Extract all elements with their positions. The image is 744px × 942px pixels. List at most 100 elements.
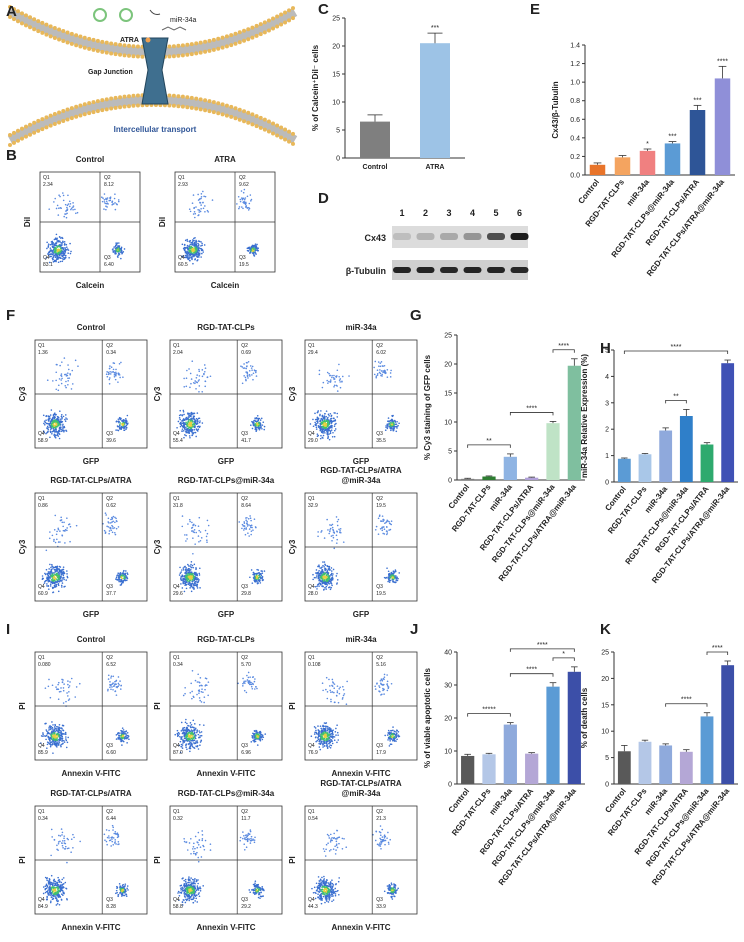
event-dot bbox=[60, 242, 63, 244]
event-dot bbox=[47, 430, 49, 433]
event-dot bbox=[336, 412, 339, 415]
event-dot bbox=[40, 735, 43, 737]
event-dot bbox=[343, 693, 346, 695]
mirna-strand bbox=[161, 26, 187, 31]
quadrant-percent: 2.34 bbox=[43, 182, 53, 188]
event-dot bbox=[198, 516, 201, 519]
event-dot bbox=[66, 741, 69, 744]
event-dot bbox=[47, 415, 50, 417]
event-dot bbox=[204, 205, 206, 207]
quadrant-percent: 6.02 bbox=[376, 350, 386, 356]
event-dot bbox=[314, 424, 317, 427]
event-dot bbox=[318, 369, 321, 372]
event-dot bbox=[200, 195, 203, 198]
event-dot bbox=[114, 202, 116, 204]
event-dot bbox=[123, 421, 126, 424]
event-dot bbox=[186, 734, 188, 737]
event-dot bbox=[196, 693, 198, 696]
quadrant-percent: 5.16 bbox=[376, 662, 386, 668]
event-dot bbox=[321, 730, 324, 732]
event-dot bbox=[72, 205, 75, 207]
event-dot bbox=[198, 370, 201, 373]
event-dot bbox=[57, 258, 59, 261]
event-dot bbox=[260, 736, 262, 738]
event-dot bbox=[50, 409, 53, 411]
event-dot bbox=[120, 248, 122, 250]
event-dot bbox=[314, 412, 316, 415]
event-dot bbox=[53, 726, 56, 728]
event-dot bbox=[398, 422, 400, 425]
event-dot bbox=[320, 731, 322, 734]
event-dot bbox=[328, 586, 331, 588]
event-dot bbox=[391, 422, 393, 424]
event-dot bbox=[61, 257, 63, 260]
event-dot bbox=[177, 420, 180, 423]
event-dot bbox=[379, 365, 382, 368]
event-dot bbox=[331, 732, 334, 734]
event-dot bbox=[383, 364, 386, 367]
event-dot bbox=[204, 385, 207, 388]
event-dot bbox=[241, 527, 243, 530]
event-dot bbox=[184, 582, 186, 585]
event-dot bbox=[49, 431, 52, 434]
event-dot bbox=[68, 200, 71, 203]
event-dot bbox=[181, 255, 184, 258]
event-dot bbox=[52, 380, 54, 382]
event-dot bbox=[110, 529, 113, 532]
event-dot bbox=[190, 729, 193, 731]
quadrant-percent: 8.12 bbox=[104, 182, 114, 188]
event-dot bbox=[64, 213, 67, 215]
quadrant-name: Q3 bbox=[106, 584, 113, 590]
event-dot bbox=[244, 197, 247, 199]
event-dot bbox=[52, 591, 55, 593]
event-dot bbox=[331, 740, 333, 742]
event-dot bbox=[185, 428, 188, 431]
event-dot bbox=[398, 735, 401, 738]
event-dot bbox=[313, 726, 316, 728]
event-dot bbox=[320, 727, 322, 730]
lane-label: 2 bbox=[423, 208, 428, 218]
event-dot bbox=[250, 424, 252, 427]
event-dot bbox=[60, 745, 62, 748]
event-dot bbox=[71, 369, 74, 372]
event-dot bbox=[60, 382, 63, 385]
event-dot bbox=[68, 685, 71, 687]
event-dot bbox=[65, 375, 68, 377]
event-dot bbox=[120, 251, 123, 253]
event-dot bbox=[309, 423, 312, 425]
event-dot bbox=[184, 584, 186, 586]
event-dot bbox=[198, 692, 200, 694]
event-dot bbox=[189, 747, 192, 750]
panel-label: J bbox=[410, 621, 418, 638]
event-dot bbox=[54, 416, 56, 418]
event-dot bbox=[243, 527, 246, 530]
event-dot bbox=[387, 729, 390, 732]
event-dot bbox=[48, 678, 50, 681]
event-dot bbox=[58, 723, 61, 726]
event-dot bbox=[326, 734, 329, 737]
event-dot bbox=[328, 742, 331, 744]
event-dot bbox=[121, 423, 123, 425]
event-dot bbox=[386, 426, 389, 428]
event-dot bbox=[120, 736, 123, 739]
event-dot bbox=[194, 577, 197, 579]
event-dot bbox=[108, 199, 111, 202]
event-dot bbox=[56, 237, 58, 240]
event-dot bbox=[320, 571, 323, 574]
event-dot bbox=[50, 566, 52, 569]
event-dot bbox=[46, 583, 48, 585]
event-dot bbox=[195, 567, 197, 569]
event-dot bbox=[324, 734, 327, 737]
event-dot bbox=[206, 209, 209, 212]
event-dot bbox=[45, 738, 47, 741]
event-dot bbox=[330, 586, 333, 589]
event-dot bbox=[182, 409, 185, 412]
event-dot bbox=[198, 574, 201, 576]
event-dot bbox=[200, 684, 203, 687]
event-dot bbox=[59, 260, 62, 263]
event-dot bbox=[67, 364, 69, 366]
event-dot bbox=[52, 261, 55, 263]
event-dot bbox=[55, 258, 58, 261]
event-dot bbox=[126, 423, 129, 426]
event-dot bbox=[340, 531, 342, 534]
